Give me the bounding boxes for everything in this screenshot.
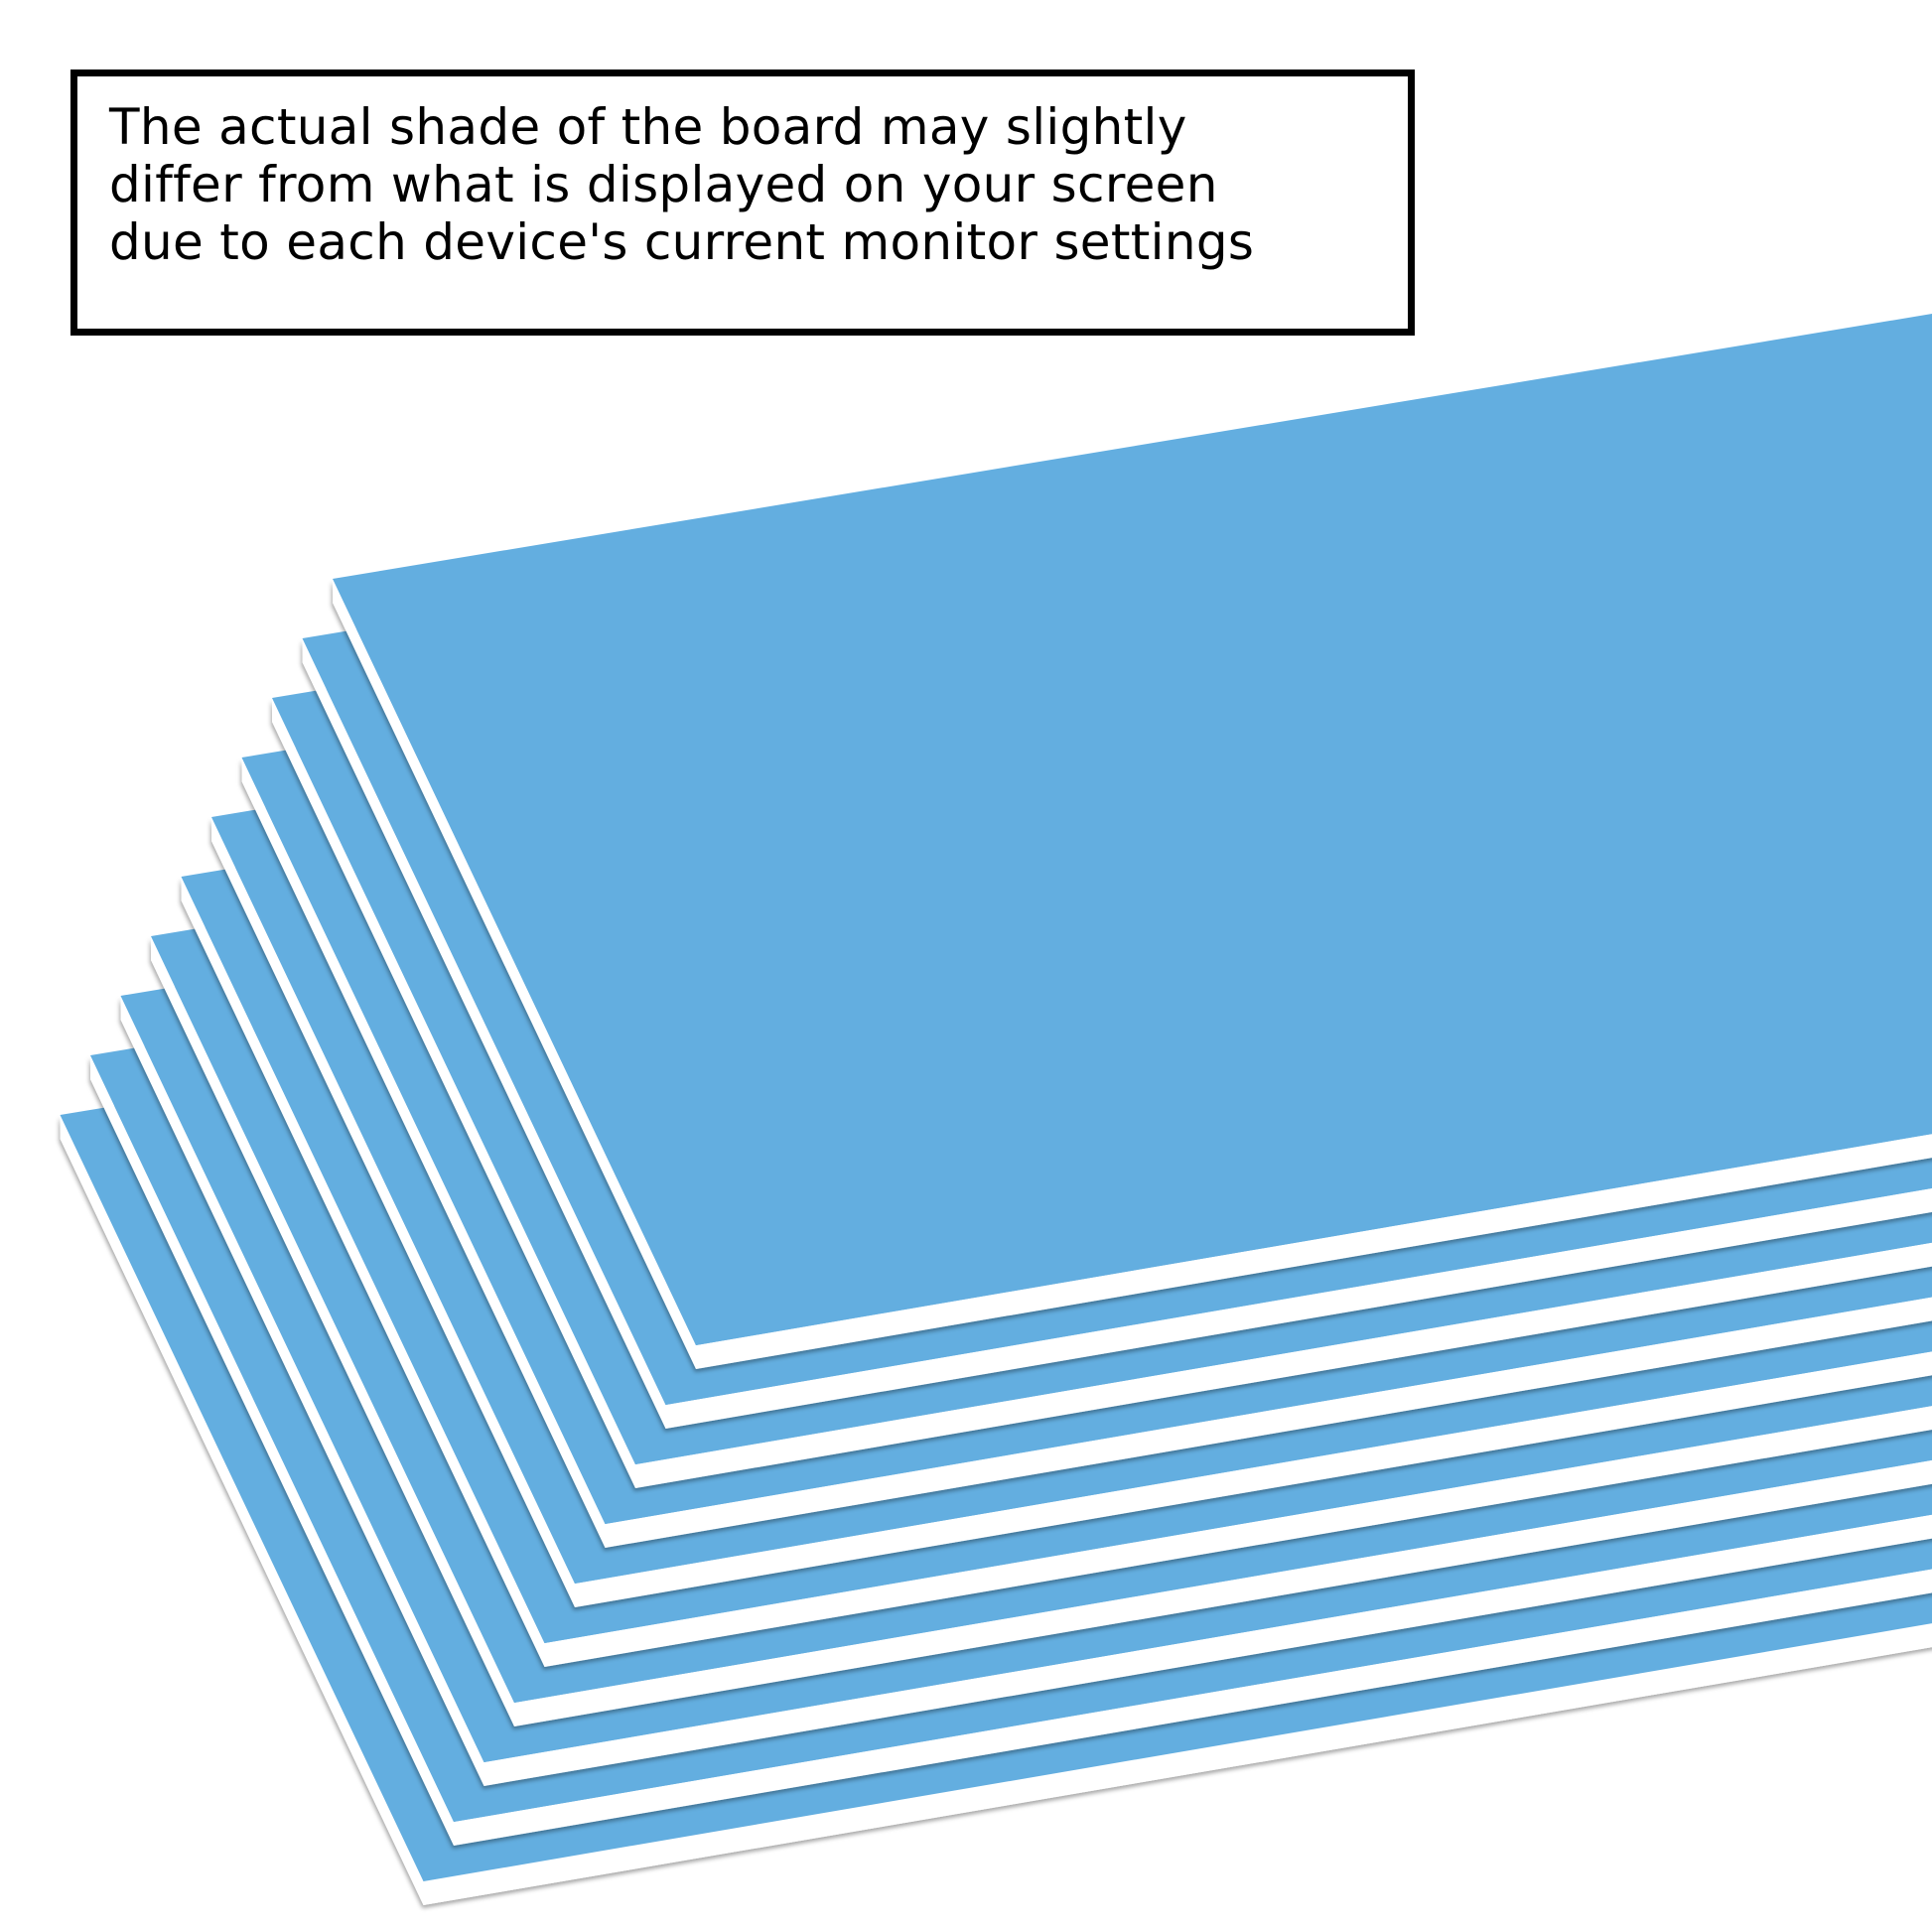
color-disclaimer-box: The actual shade of the board may slight…: [70, 69, 1415, 336]
board-edge: [60, 1115, 1932, 1905]
disclaimer-line-2: differ from what is displayed on your sc…: [109, 156, 1218, 213]
disclaimer-line-1: The actual shade of the board may slight…: [109, 98, 1187, 156]
foam-board: [333, 314, 1932, 1345]
board-edge: [90, 1055, 1932, 1846]
disclaimer-line-3: due to each device's current monitor set…: [109, 213, 1255, 271]
